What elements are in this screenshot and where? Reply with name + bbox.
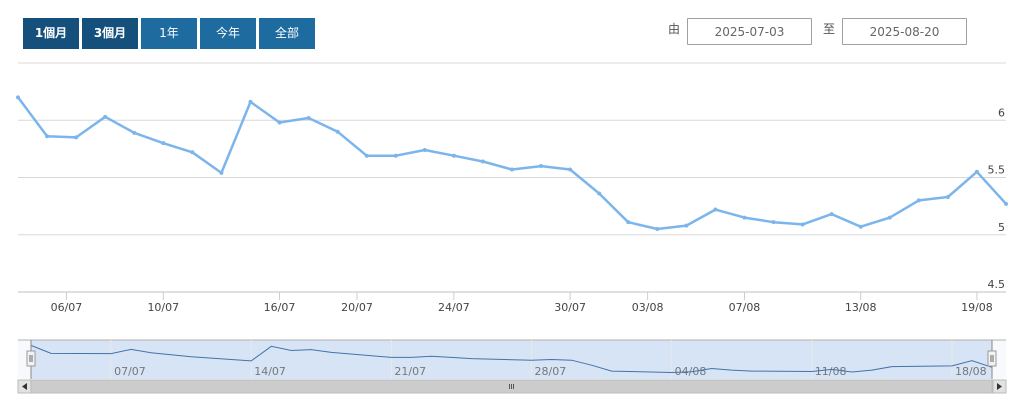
data-point[interactable] [974, 169, 979, 174]
data-point[interactable] [568, 167, 573, 172]
navigator-tick-label: 11/08 [815, 365, 847, 378]
navigator-series-line [30, 344, 993, 374]
navigator-right-handle[interactable] [987, 350, 997, 367]
data-point[interactable] [103, 114, 108, 119]
navigator[interactable]: 07/07 14/07 21/07 28/07 04/08 11/08 18/08 [18, 339, 1006, 379]
data-point[interactable] [248, 99, 253, 104]
y-tick-label: 5.5 [988, 164, 1006, 177]
range-1-year-button[interactable]: 1年 [141, 18, 197, 49]
range-ytd-button[interactable]: 今年 [200, 18, 256, 49]
range-1-month-button[interactable]: 1個月 [23, 18, 79, 49]
arrow-right-icon [997, 383, 1002, 390]
range-3-months-button[interactable]: 3個月 [82, 18, 138, 49]
y-axis: 4.5 5 5.5 6 [988, 106, 1006, 291]
data-point[interactable] [219, 170, 224, 175]
arrow-left-icon [22, 383, 27, 390]
data-point[interactable] [945, 194, 950, 199]
to-date-label: 至 [823, 22, 836, 36]
x-tick-label: 16/07 [264, 301, 296, 314]
navigator-tick-label: 28/07 [535, 365, 567, 378]
from-date-input[interactable] [687, 18, 812, 45]
from-date-label: 由 [668, 22, 681, 36]
x-tick-label: 19/08 [961, 301, 993, 314]
to-date-input[interactable] [842, 18, 967, 45]
data-point[interactable] [742, 215, 747, 220]
x-tick-label: 03/08 [632, 301, 664, 314]
data-point[interactable] [539, 164, 544, 169]
data-point[interactable] [45, 134, 50, 139]
price-line [16, 96, 1007, 231]
data-point[interactable] [829, 212, 834, 217]
x-tick-label: 20/07 [341, 301, 373, 314]
x-tick-label: 24/07 [438, 301, 470, 314]
y-tick-label: 5 [998, 221, 1005, 234]
navigator-tick-label: 21/07 [394, 365, 426, 378]
data-point[interactable] [858, 224, 863, 229]
data-point[interactable] [916, 198, 921, 203]
x-tick-label: 06/07 [51, 301, 83, 314]
scrollbar[interactable] [17, 379, 1007, 394]
data-point[interactable] [335, 129, 340, 134]
data-point[interactable] [190, 150, 195, 155]
data-point[interactable] [16, 95, 20, 100]
data-point[interactable] [713, 207, 718, 212]
data-point[interactable] [655, 227, 660, 232]
data-point[interactable] [74, 135, 79, 140]
data-point[interactable] [510, 167, 514, 172]
y-tick-label: 6 [998, 106, 1005, 119]
data-point[interactable] [277, 120, 282, 125]
navigator-tick-label: 18/08 [955, 365, 987, 378]
data-point[interactable] [306, 115, 311, 120]
navigator-left-handle[interactable] [26, 350, 36, 367]
data-point[interactable] [684, 223, 689, 228]
data-point[interactable] [771, 220, 776, 225]
data-point[interactable] [451, 153, 456, 158]
data-point[interactable] [393, 153, 398, 158]
x-axis: 06/07 10/07 16/07 20/07 24/07 30/07 03/08 07/08… [51, 292, 993, 314]
grid-lines [18, 62, 1006, 293]
x-tick-label: 10/07 [147, 301, 179, 314]
data-point[interactable] [887, 215, 892, 220]
x-tick-label: 30/07 [554, 301, 586, 314]
x-tick-label: 13/08 [845, 301, 877, 314]
y-tick-label: 4.5 [988, 278, 1006, 291]
data-point[interactable] [597, 191, 602, 196]
navigator-tick-label: 14/07 [254, 365, 286, 378]
data-point[interactable] [480, 159, 485, 164]
data-point[interactable] [800, 222, 805, 227]
data-point[interactable] [1004, 201, 1008, 206]
data-point[interactable] [626, 220, 631, 225]
data-point[interactable] [161, 141, 166, 146]
x-tick-label: 07/08 [729, 301, 761, 314]
data-point[interactable] [132, 130, 137, 135]
range-all-button[interactable]: 全部 [259, 18, 315, 49]
data-point[interactable] [422, 148, 427, 153]
data-point[interactable] [364, 153, 369, 158]
series-layer [16, 95, 1008, 232]
navigator-tick-label: 07/07 [114, 365, 146, 378]
